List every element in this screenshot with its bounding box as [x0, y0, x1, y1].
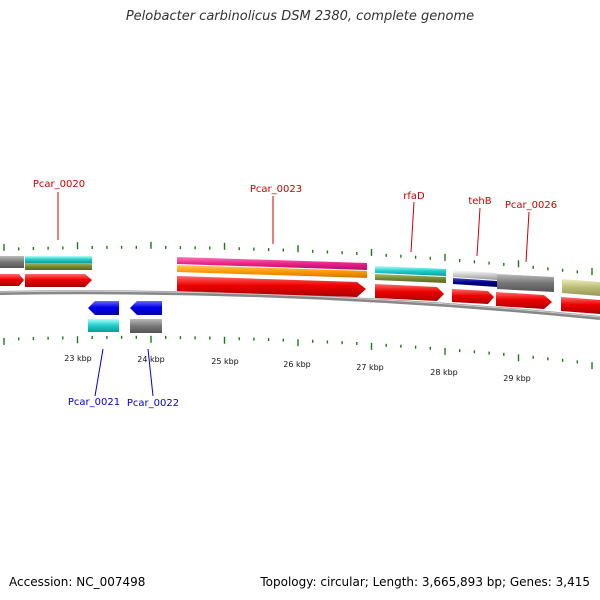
label-pcar0022[interactable]: Pcar_0022 — [127, 398, 179, 409]
scale-label-24kbp: 24 kbp — [137, 355, 165, 364]
cds-tehb[interactable] — [452, 289, 494, 304]
feature-right-khaki[interactable] — [562, 279, 600, 296]
scale-label-28kbp: 28 kbp — [430, 368, 458, 377]
cds-left-red[interactable] — [0, 274, 24, 286]
feature-tehb-silver[interactable] — [453, 270, 497, 280]
feature-gray-left[interactable] — [0, 256, 24, 268]
scale-label-25kbp: 25 kbp — [211, 357, 239, 366]
feature-pcar0023-orange[interactable] — [177, 265, 367, 278]
cds-pcar0022[interactable] — [130, 301, 162, 315]
scale-label-27kbp: 27 kbp — [356, 363, 384, 372]
feature-tehb-navy[interactable] — [453, 278, 497, 287]
feature-rfad-olive[interactable] — [375, 274, 446, 283]
topology-text: Topology: circular; Length: 3,665,893 bp… — [260, 575, 590, 589]
accession-text: Accession: NC_007498 — [9, 575, 146, 589]
feature-pcar0021-cyan[interactable] — [88, 319, 119, 332]
label-pcar0023[interactable]: Pcar_0023 — [250, 184, 302, 195]
leader-lines — [57, 192, 530, 397]
label-rfad[interactable]: rfaD — [403, 191, 425, 202]
label-pcar0021[interactable]: Pcar_0021 — [68, 397, 120, 408]
feature-pcar0022-gray[interactable] — [130, 319, 162, 333]
feature-pcar0020-olive[interactable] — [25, 263, 92, 270]
label-pcar0026[interactable]: Pcar_0026 — [505, 200, 557, 211]
scale-label-29kbp: 29 kbp — [503, 374, 531, 383]
leader-pcar0022 — [147, 348, 154, 397]
feature-pcar0023-magenta[interactable] — [177, 257, 367, 270]
leader-rfad — [410, 201, 415, 253]
feature-pcar0026-gray[interactable] — [497, 274, 554, 292]
inner-tick-ring — [3, 335, 593, 370]
scale-label-26kbp: 26 kbp — [283, 360, 311, 369]
scale-labels: 23 kbp 24 kbp 25 kbp 26 kbp 27 kbp 28 kb… — [64, 354, 531, 383]
gene-labels: Pcar_0020 Pcar_0023 rfaD tehB Pcar_0026 … — [33, 179, 557, 409]
label-tehb[interactable]: tehB — [468, 196, 491, 207]
feature-rfad-cyan[interactable] — [375, 266, 446, 276]
backbone — [0, 290, 600, 320]
scale-label-23kbp: 23 kbp — [64, 354, 92, 363]
backbone-highlight — [0, 290, 600, 318]
leader-tehb — [476, 207, 481, 257]
cds-right-red[interactable] — [561, 297, 600, 314]
leader-pcar0021 — [94, 348, 104, 397]
cds-pcar0021[interactable] — [88, 301, 119, 315]
cds-pcar0026[interactable] — [496, 292, 552, 309]
label-pcar0020[interactable]: Pcar_0020 — [33, 179, 85, 190]
cds-rfad[interactable] — [375, 284, 444, 301]
leader-pcar0026 — [525, 211, 530, 263]
cds-pcar0020[interactable] — [25, 274, 92, 287]
feature-pcar0020-cyan[interactable] — [25, 256, 92, 263]
cds-pcar0023[interactable] — [177, 276, 366, 297]
outer-tick-ring — [3, 241, 593, 276]
map-title: Pelobacter carbinolicus DSM 2380, comple… — [125, 9, 475, 24]
